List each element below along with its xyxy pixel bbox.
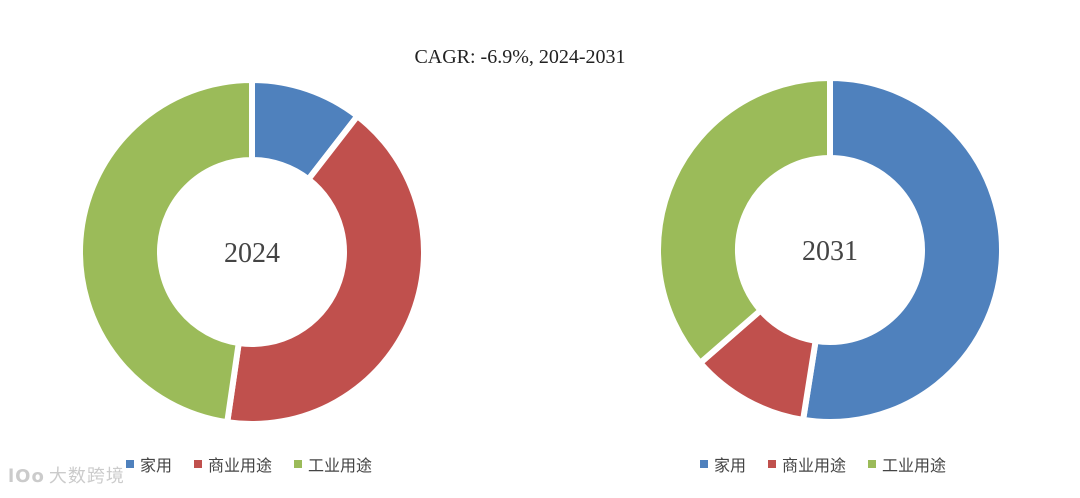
watermark: lOo 大数跨境 (8, 462, 125, 488)
slice-commercial (223, 111, 427, 427)
legend-label-industrial: 工业用途 (882, 456, 947, 475)
legend-swatch-home (700, 460, 708, 468)
chart-title: CAGR: -6.9%, 2024-2031 (414, 46, 626, 68)
legend-swatch-home (126, 460, 134, 468)
legend-label-home: 家用 (140, 456, 173, 475)
legend-swatch-industrial (868, 460, 877, 468)
slice-industrial (77, 76, 255, 426)
legend-2024: 家用 商业用途 工业用途 (126, 452, 372, 476)
legend-swatch-commercial (768, 460, 777, 468)
watermark-logo: lOo (8, 466, 45, 487)
legend-label-commercial: 商业用途 (782, 456, 847, 475)
center-label: 2031 (802, 236, 858, 267)
legend-item-commercial: 商业用途 (194, 452, 272, 476)
legend-item-industrial: 工业用途 (294, 452, 372, 476)
legend-label-commercial: 商业用途 (208, 456, 273, 475)
legend-label-industrial: 工业用途 (308, 456, 373, 475)
legend-item-commercial: 商业用途 (768, 452, 846, 476)
legend-item-industrial: 工业用途 (868, 452, 946, 476)
legend-swatch-commercial (194, 460, 203, 468)
slice-home (799, 74, 1005, 425)
legend-item-home: 家用 (700, 452, 746, 476)
legend-label-home: 家用 (714, 456, 747, 475)
slice-industrial (655, 74, 833, 368)
legend-2031: 家用 商业用途 工业用途 (700, 452, 946, 476)
watermark-text: 大数跨境 (48, 466, 125, 487)
legend-swatch-industrial (294, 460, 303, 468)
center-label: 2024 (224, 238, 280, 269)
legend-item-home: 家用 (126, 452, 172, 476)
